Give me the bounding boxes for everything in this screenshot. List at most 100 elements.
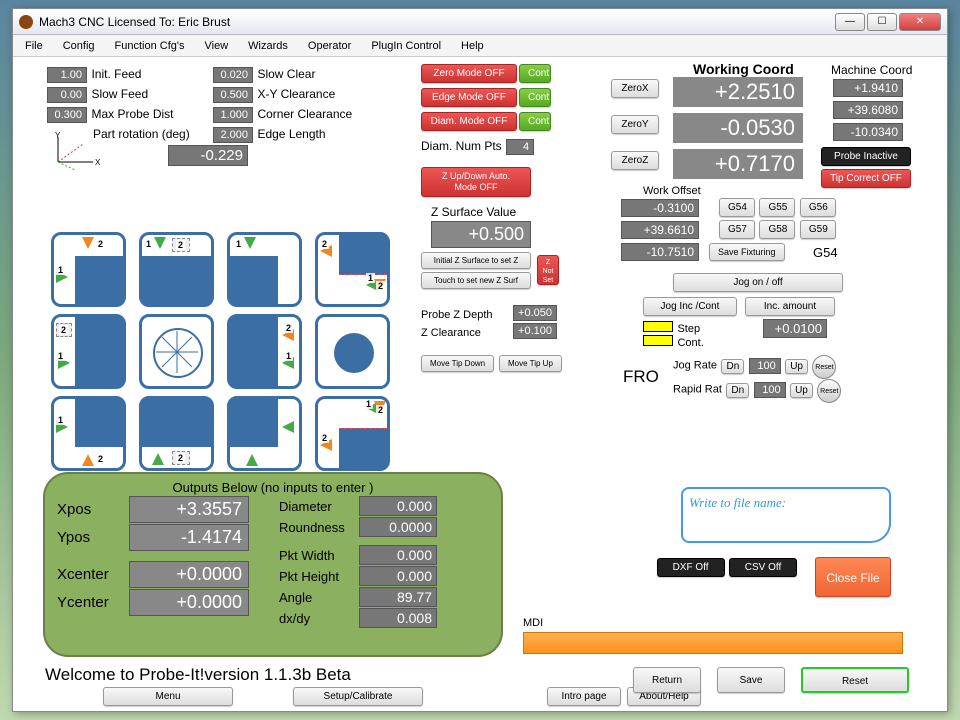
g56-button[interactable]: G56 <box>800 198 836 217</box>
edge-len-dro[interactable]: 2.000 <box>213 127 253 143</box>
touch-z-button[interactable]: Touch to set new Z Surf <box>421 272 531 289</box>
zero-z-button[interactable]: ZeroZ <box>611 151 659 170</box>
jog-rate-reset-button[interactable]: Reset <box>812 355 836 379</box>
svg-text:X: X <box>95 158 101 167</box>
mdi-label: MDI <box>523 617 543 629</box>
diam-pts-dro[interactable]: 4 <box>506 139 534 155</box>
save-fixturing-button[interactable]: Save Fixturing <box>709 243 785 261</box>
close-button[interactable]: ✕ <box>899 13 941 31</box>
probe-tile-circle-r[interactable] <box>315 314 390 389</box>
inc-value-dro[interactable]: +0.0100 <box>763 319 827 338</box>
probe-tile-r[interactable]: 21 <box>227 314 302 389</box>
g55-button[interactable]: G55 <box>759 198 795 217</box>
menu-view[interactable]: View <box>197 38 237 54</box>
offset-3-dro[interactable]: -10.7510 <box>621 243 699 261</box>
save-button[interactable]: Save <box>717 667 785 693</box>
init-z-button[interactable]: Initial Z Surface to set Z <box>421 252 531 269</box>
z-auto-mode-button[interactable]: Z Up/Down Auto. Mode OFF <box>421 167 531 197</box>
diam-cont-button[interactable]: Cont <box>519 112 551 131</box>
dxf-button[interactable]: DXF Off <box>657 558 725 577</box>
probe-depth-dro[interactable]: +0.050 <box>513 305 557 321</box>
pkt-height-label: Pkt Height <box>279 569 359 584</box>
machine-coord-title: Machine Coord <box>831 63 912 77</box>
rapid-rate-reset-button[interactable]: Reset <box>817 379 841 403</box>
inc-amount-button[interactable]: Inc. amount <box>745 297 835 316</box>
menu-help[interactable]: Help <box>453 38 492 54</box>
probe-inactive-led: Probe Inactive <box>821 147 911 166</box>
slow-clear-label: Slow Clear <box>257 67 315 81</box>
menu-config[interactable]: Config <box>55 38 103 54</box>
xy-clear-dro[interactable]: 0.500 <box>213 87 253 103</box>
mdi-input[interactable] <box>523 632 903 654</box>
move-tip-down-button[interactable]: Move Tip Down <box>421 355 494 372</box>
csv-button[interactable]: CSV Off <box>729 558 797 577</box>
rapid-rate-dn-button[interactable]: Dn <box>726 383 749 398</box>
reset-button[interactable]: Reset <box>801 667 909 693</box>
jog-rate-dro[interactable]: 100 <box>749 358 781 374</box>
close-file-button[interactable]: Close File <box>815 557 891 597</box>
return-button[interactable]: Return <box>633 667 701 693</box>
probe-tile-bl[interactable]: 21 <box>51 396 126 471</box>
work-y-dro[interactable]: -0.0530 <box>673 113 803 143</box>
menu-file[interactable]: File <box>17 38 51 54</box>
edge-mode-button[interactable]: Edge Mode OFF <box>421 88 517 107</box>
g54-button[interactable]: G54 <box>719 198 755 217</box>
zero-cont-button[interactable]: Cont <box>519 64 551 83</box>
zero-y-button[interactable]: ZeroY <box>611 115 659 134</box>
rapid-rate-up-button[interactable]: Up <box>790 383 813 398</box>
cont-label: Cont. <box>677 337 703 349</box>
mach-x-dro: +1.9410 <box>833 79 903 97</box>
work-z-dro[interactable]: +0.7170 <box>673 149 803 179</box>
offset-1-dro[interactable]: -0.3100 <box>621 199 699 217</box>
jog-inc-cont-button[interactable]: Jog Inc /Cont <box>643 297 737 316</box>
menu-operator[interactable]: Operator <box>300 38 359 54</box>
xcenter-label: Xcenter <box>57 566 129 583</box>
menu-wizards[interactable]: Wizards <box>240 38 296 54</box>
intro-button[interactable]: Intro page <box>547 687 621 706</box>
z-clearance-dro[interactable]: +0.100 <box>513 323 557 339</box>
outputs-panel: Outputs Below (no inputs to enter ) Xpos… <box>43 472 503 657</box>
g58-button[interactable]: G58 <box>759 220 795 239</box>
probe-tile-br[interactable] <box>227 396 302 471</box>
jog-rate-label: Jog Rate <box>673 360 717 372</box>
menu-button[interactable]: Menu <box>103 687 233 706</box>
setup-button[interactable]: Setup/Calibrate <box>293 687 423 706</box>
probe-tile-t[interactable]: 12 <box>139 232 214 307</box>
menu-plugin[interactable]: PlugIn Control <box>363 38 449 54</box>
slow-feed-dro[interactable]: 0.00 <box>47 87 87 103</box>
jog-rate-up-button[interactable]: Up <box>785 359 808 374</box>
probe-tile-corner-tr[interactable]: 212 <box>315 232 390 307</box>
part-rotation-dro[interactable]: -0.229 <box>168 145 248 166</box>
probe-tile-tl[interactable]: 21 <box>51 232 126 307</box>
probe-tile-circle[interactable] <box>139 314 214 389</box>
jog-toggle-button[interactable]: Jog on / off <box>673 273 843 292</box>
tip-correct-button[interactable]: Tip Correct OFF <box>821 169 911 188</box>
slow-clear-dro[interactable]: 0.020 <box>213 67 253 83</box>
probe-tile-b[interactable]: 2 <box>139 396 214 471</box>
maximize-button[interactable]: ☐ <box>867 13 897 31</box>
work-offset-title: Work Offset <box>643 185 701 197</box>
diam-mode-button[interactable]: Diam. Mode OFF <box>421 112 517 131</box>
roundness-label: Roundness <box>279 520 359 535</box>
minimize-button[interactable]: — <box>835 13 865 31</box>
edge-cont-button[interactable]: Cont <box>519 88 551 107</box>
g57-button[interactable]: G57 <box>719 220 755 239</box>
jog-rate-dn-button[interactable]: Dn <box>721 359 744 374</box>
offset-2-dro[interactable]: +39.6610 <box>621 221 699 239</box>
probe-tile-corner-br[interactable]: 122 <box>315 396 390 471</box>
zero-x-button[interactable]: ZeroX <box>611 79 659 98</box>
g59-button[interactable]: G59 <box>800 220 836 239</box>
corner-clear-dro[interactable]: 1.000 <box>213 107 253 123</box>
z-surface-dro[interactable]: +0.500 <box>431 221 531 248</box>
ypos-label: Ypos <box>57 529 129 546</box>
move-tip-up-button[interactable]: Move Tip Up <box>499 355 562 372</box>
probe-tile-tr[interactable]: 1 <box>227 232 302 307</box>
init-feed-dro[interactable]: 1.00 <box>47 67 87 83</box>
zero-mode-button[interactable]: Zero Mode OFF <box>421 64 517 83</box>
work-x-dro[interactable]: +2.2510 <box>673 77 803 107</box>
max-probe-dro[interactable]: 0.300 <box>47 107 87 123</box>
outputs-title: Outputs Below (no inputs to enter ) <box>57 480 489 495</box>
probe-tile-l[interactable]: 21 <box>51 314 126 389</box>
menu-fcfg[interactable]: Function Cfg's <box>107 38 193 54</box>
rapid-rate-dro[interactable]: 100 <box>754 382 786 398</box>
